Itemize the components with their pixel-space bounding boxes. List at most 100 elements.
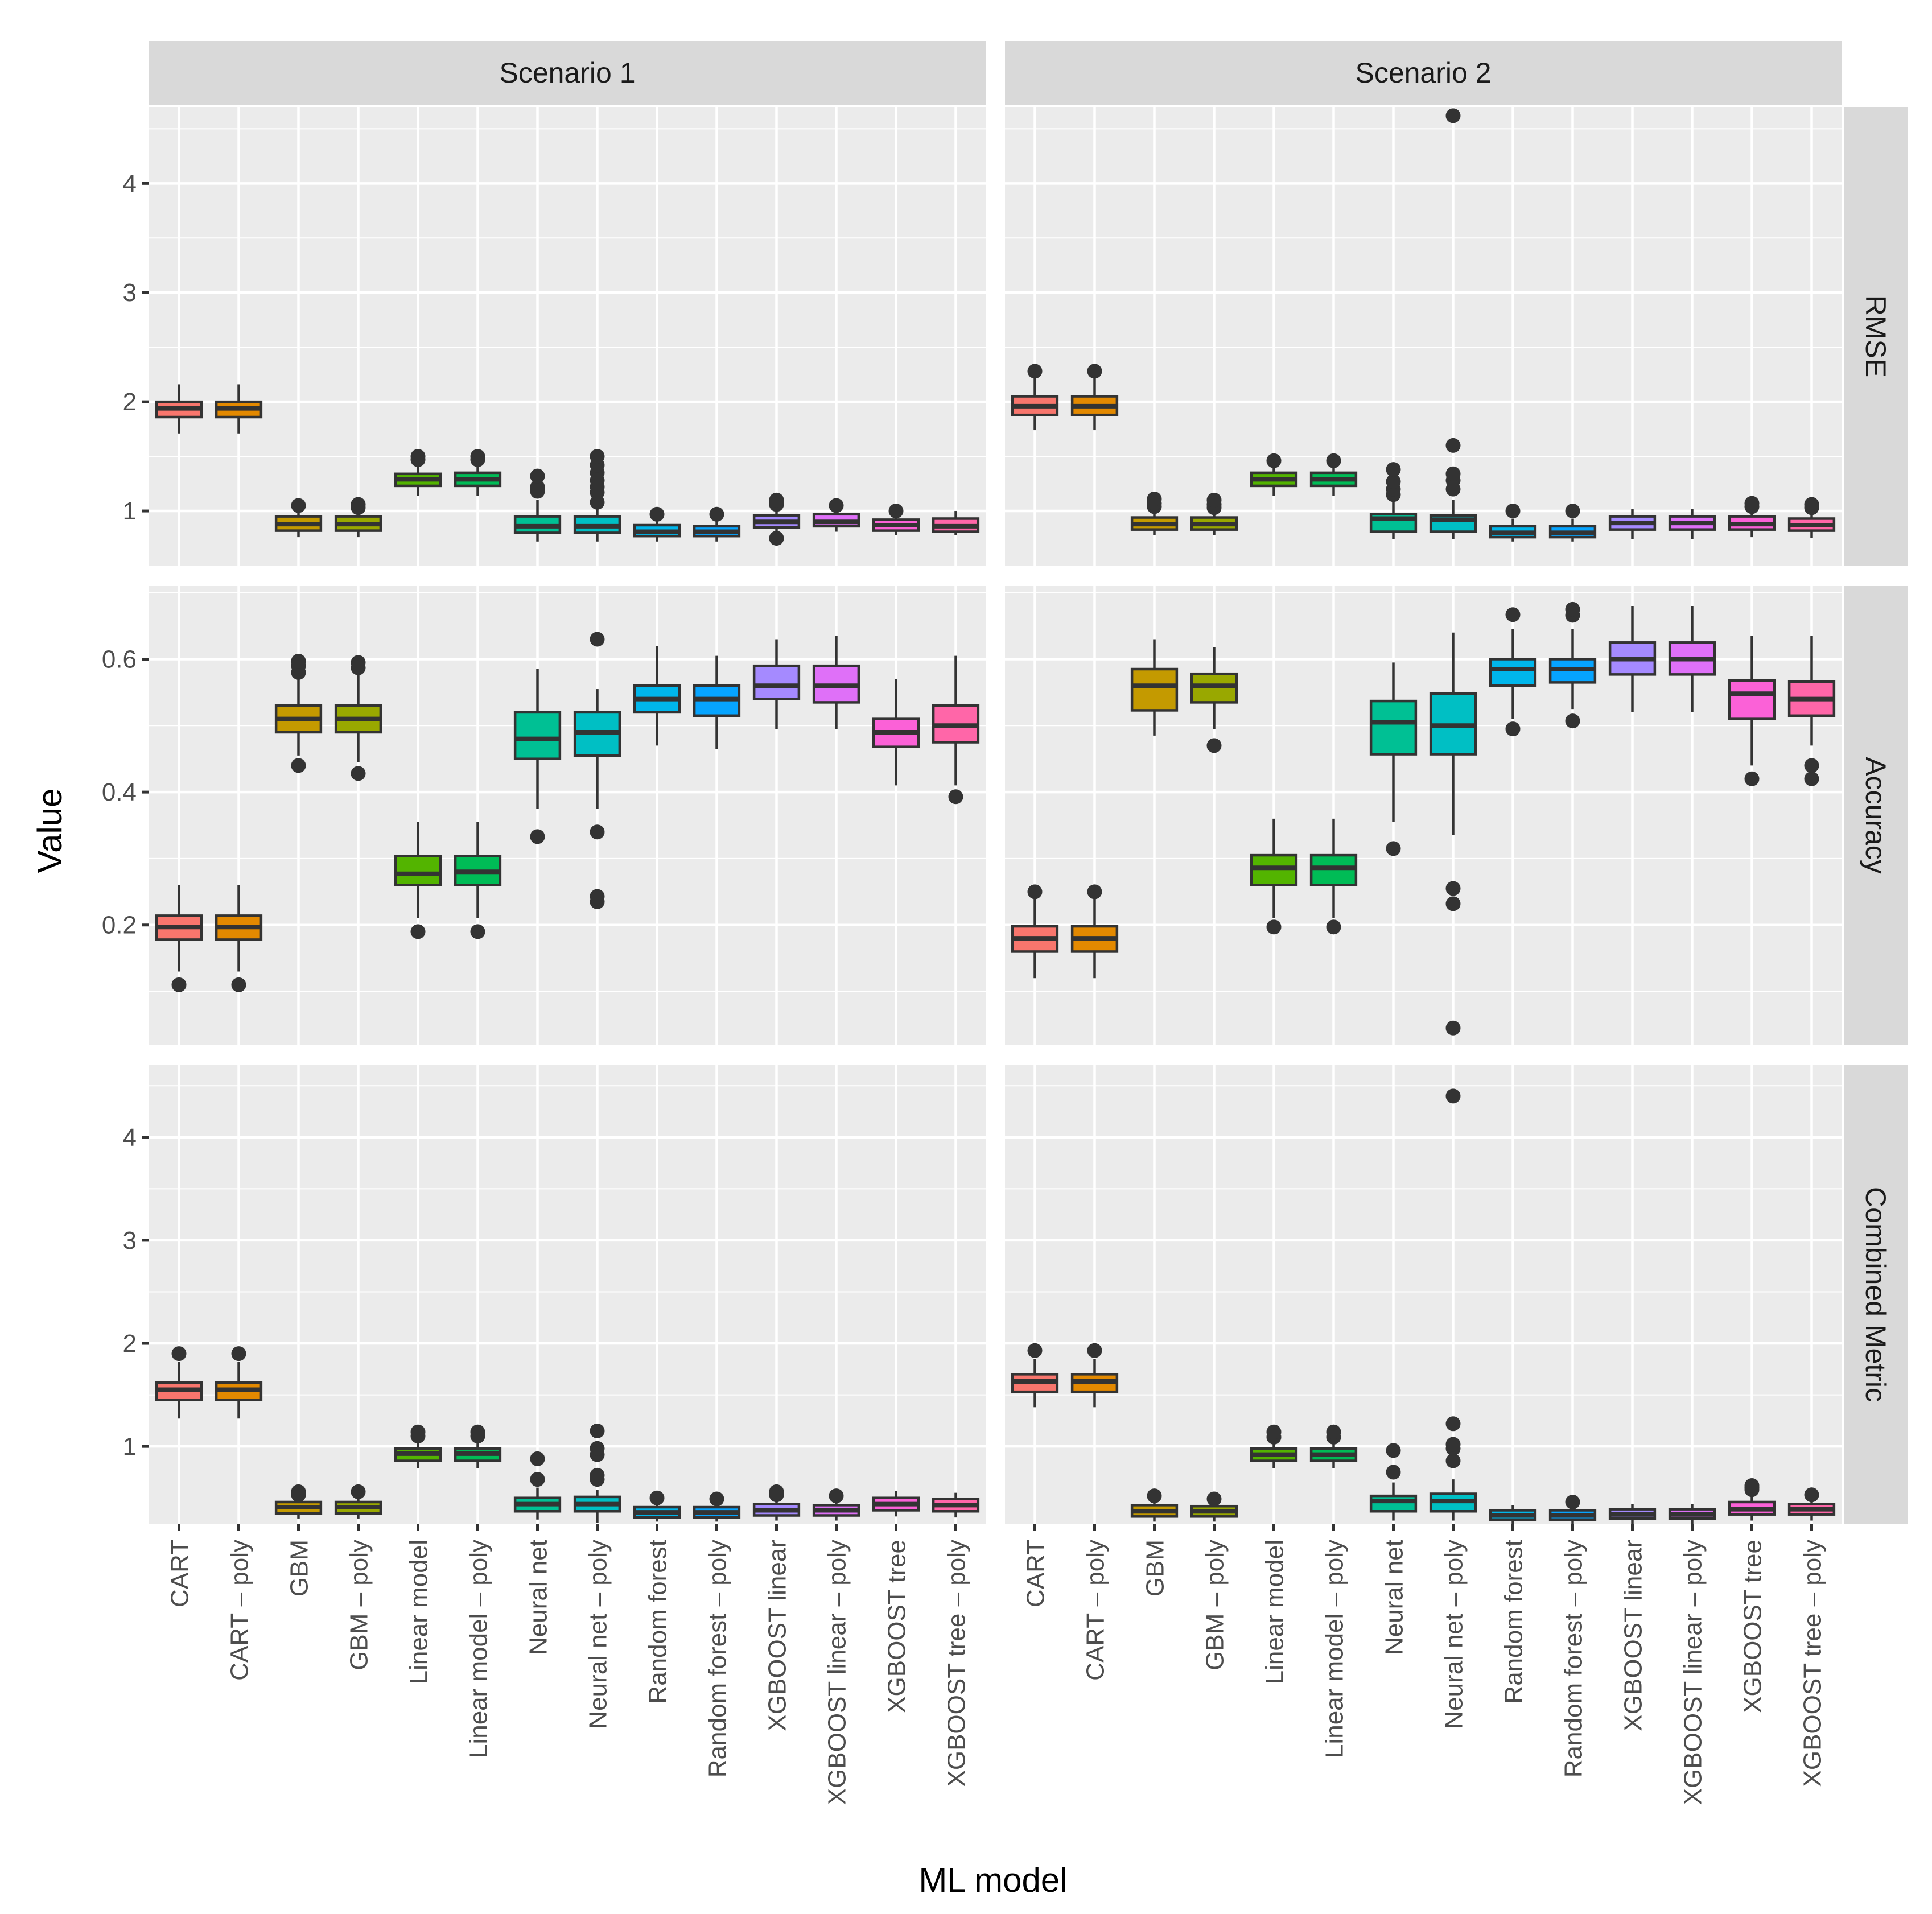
facet-strip-combined-metric: Combined Metric (1844, 1065, 1908, 1524)
box-outlier (590, 632, 605, 647)
box-linear-model (394, 822, 442, 939)
box-outlier (590, 1441, 605, 1456)
box-outlier (1266, 919, 1282, 935)
x-axis-title: ML model (918, 1861, 1067, 1899)
box-outlier (1445, 466, 1461, 481)
box-xgboost-tree-poly (1787, 1487, 1836, 1521)
box-outlier (1206, 492, 1222, 508)
box-body (513, 711, 562, 760)
y-tick-label: 1 (123, 1433, 137, 1461)
panel-background (1005, 586, 1842, 1045)
box-outlier (530, 1451, 545, 1466)
box-neural-net (513, 669, 562, 844)
box-outlier (1804, 1487, 1819, 1503)
x-tick-label: XGBOOST linear – poly (823, 1540, 851, 1805)
box-linear-model (1250, 1424, 1298, 1468)
x-tick-label: Neural net – poly (584, 1540, 612, 1729)
box-outlier (410, 449, 426, 464)
box-outlier (1445, 438, 1461, 453)
box-outlier (590, 824, 605, 840)
box-cart (155, 384, 203, 434)
box-xgboost-linear-poly (812, 636, 860, 729)
box-outlier (769, 1484, 784, 1499)
box-outlier (1206, 738, 1222, 753)
x-tick-label: XGBOOST linear (764, 1540, 792, 1731)
box-body (1250, 853, 1298, 886)
box-xgboost-linear-poly (1668, 1504, 1716, 1524)
box-outlier (530, 479, 545, 494)
box-outlier (1326, 453, 1341, 468)
box-body (1728, 679, 1776, 720)
y-tick-label: 0.2 (102, 911, 137, 939)
box-outlier (530, 829, 545, 844)
x-tick-label: GBM – poly (1201, 1540, 1229, 1670)
box-xgboost-linear-poly (812, 498, 860, 532)
box-gbm-poly (1190, 1491, 1238, 1522)
x-tick-label: CART (1022, 1540, 1050, 1607)
box-cart-poly (215, 885, 263, 992)
y-axis-title: Value (31, 788, 69, 873)
box-outlier (1087, 884, 1102, 900)
box-outlier (530, 1472, 545, 1487)
x-tick-label: XGBOOST linear (1620, 1540, 1647, 1731)
x-tick-label: GBM (286, 1540, 314, 1597)
box-xgboost-tree (872, 504, 920, 535)
box-outlier (769, 531, 784, 546)
box-body (1309, 853, 1358, 886)
box-outlier (1386, 1443, 1401, 1458)
y-tick-label: 4 (123, 170, 137, 197)
box-outlier (231, 977, 246, 992)
box-cart-poly (215, 384, 263, 434)
box-xgboost-linear-poly (812, 1488, 860, 1521)
box-gbm (1130, 639, 1179, 736)
box-outlier (1744, 1478, 1760, 1493)
box-random-forest (633, 506, 681, 542)
facet-strip-label: Combined Metric (1860, 1187, 1892, 1402)
box-linear-model-poly (1309, 818, 1358, 935)
facet-strip-bg (1005, 41, 1842, 105)
facet-strip-scenario-1: Scenario 1 (149, 41, 986, 105)
box-xgboost-linear-poly (1668, 509, 1716, 539)
x-tick-label: CART (166, 1540, 194, 1607)
box-outlier (888, 504, 904, 519)
panel-scenario-2-rmse (1005, 107, 1842, 566)
box-xgboost-linear (752, 492, 801, 546)
box-outlier (769, 492, 784, 508)
box-random-forest (1489, 504, 1537, 542)
box-cart (155, 885, 203, 992)
box-gbm-poly (1190, 647, 1238, 753)
box-outlier (1445, 1020, 1461, 1036)
box-neural-net (1369, 662, 1418, 856)
box-random-forest-poly (1548, 1494, 1597, 1524)
box-outlier (649, 506, 665, 522)
box-outlier (1565, 1494, 1580, 1509)
facet-strip-scenario-2: Scenario 2 (1005, 41, 1842, 105)
box-xgboost-tree (872, 679, 920, 786)
box-random-forest (633, 1490, 681, 1522)
box-random-forest (1489, 607, 1537, 737)
x-tick-label: CART – poly (1082, 1540, 1110, 1681)
box-outlier (1445, 1453, 1461, 1468)
box-neural-net (1369, 462, 1418, 539)
box-outlier (1326, 919, 1341, 935)
box-outlier (351, 497, 366, 512)
facet-strip-bg (1844, 586, 1908, 1045)
panel-background (1005, 107, 1842, 566)
box-outlier (470, 924, 485, 939)
box-outlier (410, 1424, 426, 1439)
box-xgboost-linear (752, 1484, 801, 1521)
box-outlier (351, 655, 366, 670)
box-outlier (709, 506, 724, 522)
box-cart-poly (215, 1346, 263, 1419)
box-outlier (1087, 1343, 1102, 1358)
box-outlier (1027, 884, 1043, 900)
x-tick-label: Linear model (1261, 1540, 1289, 1684)
box-outlier (1445, 1088, 1461, 1104)
box-body (1190, 672, 1238, 704)
box-xgboost-tree (1728, 496, 1776, 538)
y-tick-label: 4 (123, 1124, 137, 1152)
box-xgboost-linear (1608, 1504, 1657, 1524)
box-random-forest-poly (1548, 601, 1597, 729)
x-tick-label: XGBOOST tree (883, 1540, 911, 1713)
box-neural-net-poly (1429, 108, 1477, 539)
